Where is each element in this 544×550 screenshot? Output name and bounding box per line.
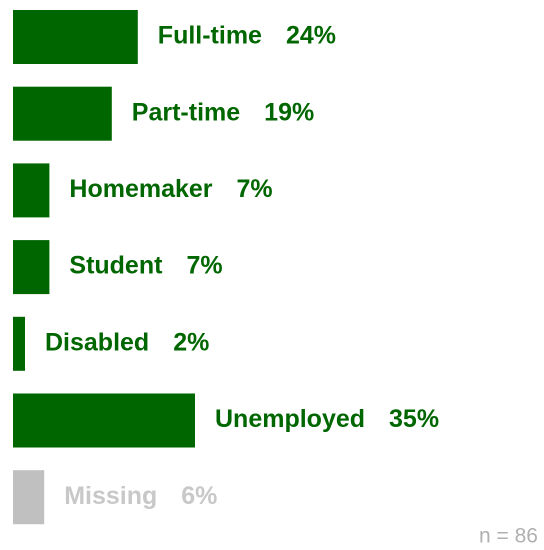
category-label: Student [69,252,163,280]
value-label: 7% [237,175,273,203]
bar [13,163,50,218]
category-label: Disabled [45,328,149,356]
category-label: Full-time [158,22,262,50]
bar [13,470,45,525]
value-label: 7% [186,252,222,280]
value-label: 2% [173,328,209,356]
sample-size-note: n = 86 [479,525,538,548]
value-label: 35% [389,405,439,433]
value-label: 19% [264,98,314,126]
value-label: 24% [286,22,336,50]
category-label: Missing [64,482,157,510]
category-label: Homemaker [69,175,212,203]
bar [13,240,50,295]
bar [13,86,112,141]
value-label: 6% [181,482,217,510]
bar [13,316,25,371]
category-label: Unemployed [215,405,365,433]
bar [13,10,138,64]
category-label: Part-time [132,98,240,126]
bar [13,393,195,448]
